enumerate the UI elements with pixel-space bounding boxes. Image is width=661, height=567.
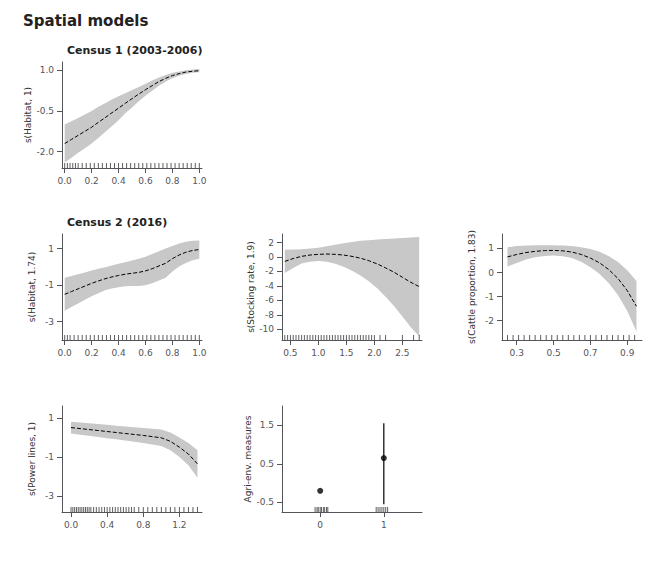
svg-text:2.0: 2.0	[367, 348, 382, 358]
svg-text:0: 0	[268, 252, 274, 262]
svg-text:0.4: 0.4	[111, 348, 126, 358]
svg-text:1.0: 1.0	[192, 348, 207, 358]
svg-text:0.2: 0.2	[84, 176, 98, 186]
svg-text:2: 2	[268, 238, 274, 248]
svg-text:s(Power lines, 1): s(Power lines, 1)	[27, 422, 37, 496]
svg-text:0.5: 0.5	[260, 459, 274, 469]
svg-text:1: 1	[488, 243, 494, 253]
svg-text:0.0: 0.0	[58, 348, 73, 358]
svg-text:1.0: 1.0	[192, 176, 207, 186]
svg-text:0.0: 0.0	[64, 520, 79, 530]
svg-text:0.4: 0.4	[100, 520, 115, 530]
svg-text:-10: -10	[259, 324, 274, 334]
svg-text:0: 0	[488, 268, 494, 278]
svg-text:-4: -4	[265, 281, 274, 291]
svg-text:s(Habitat, 1): s(Habitat, 1)	[23, 87, 33, 143]
svg-text:0.5: 0.5	[283, 348, 297, 358]
svg-text:-1: -1	[45, 452, 54, 462]
svg-text:0.5: 0.5	[546, 348, 560, 358]
svg-text:1.5: 1.5	[260, 420, 274, 430]
svg-text:-1: -1	[485, 292, 494, 302]
svg-text:-1: -1	[45, 280, 54, 290]
svg-text:Census 2 (2016): Census 2 (2016)	[67, 216, 167, 229]
svg-text:1.0: 1.0	[40, 65, 55, 75]
svg-text:0.4: 0.4	[111, 176, 126, 186]
svg-text:s(Habitat, 1.74): s(Habitat, 1.74)	[27, 252, 37, 323]
svg-text:0.0: 0.0	[58, 176, 73, 186]
svg-text:-8: -8	[265, 310, 274, 320]
svg-text:-0.5: -0.5	[36, 106, 54, 116]
svg-text:-2: -2	[265, 266, 274, 276]
svg-text:1: 1	[48, 244, 54, 254]
svg-text:1.5: 1.5	[339, 348, 353, 358]
svg-text:-2: -2	[485, 316, 494, 326]
svg-text:-2.0: -2.0	[36, 147, 54, 157]
svg-text:s(Stocking rate, 1.9): s(Stocking rate, 1.9)	[246, 241, 256, 333]
svg-text:1: 1	[381, 520, 387, 530]
svg-text:0.8: 0.8	[165, 176, 180, 186]
svg-text:0: 0	[317, 520, 323, 530]
svg-text:-0.5: -0.5	[256, 497, 274, 507]
svg-text:-6: -6	[265, 295, 274, 305]
svg-text:1: 1	[48, 413, 54, 423]
svg-text:0.8: 0.8	[165, 348, 180, 358]
svg-text:1.2: 1.2	[172, 520, 186, 530]
svg-text:0.6: 0.6	[138, 176, 153, 186]
svg-text:Census 1 (2003-2006): Census 1 (2003-2006)	[67, 44, 202, 57]
svg-text:0.3: 0.3	[510, 348, 524, 358]
svg-text:1.0: 1.0	[311, 348, 326, 358]
svg-text:0.2: 0.2	[84, 348, 98, 358]
svg-text:-3: -3	[45, 317, 54, 327]
svg-text:-3: -3	[45, 491, 54, 501]
svg-text:0.9: 0.9	[620, 348, 635, 358]
svg-text:0.6: 0.6	[138, 348, 153, 358]
svg-text:0.7: 0.7	[583, 348, 597, 358]
svg-text:s(Cattle proportion, 1.83): s(Cattle proportion, 1.83)	[467, 230, 477, 344]
svg-text:2.5: 2.5	[395, 348, 409, 358]
svg-text:Spatial models: Spatial models	[23, 12, 148, 30]
svg-text:Agri-env. measures: Agri-env. measures	[243, 415, 253, 502]
svg-text:0.8: 0.8	[136, 520, 151, 530]
